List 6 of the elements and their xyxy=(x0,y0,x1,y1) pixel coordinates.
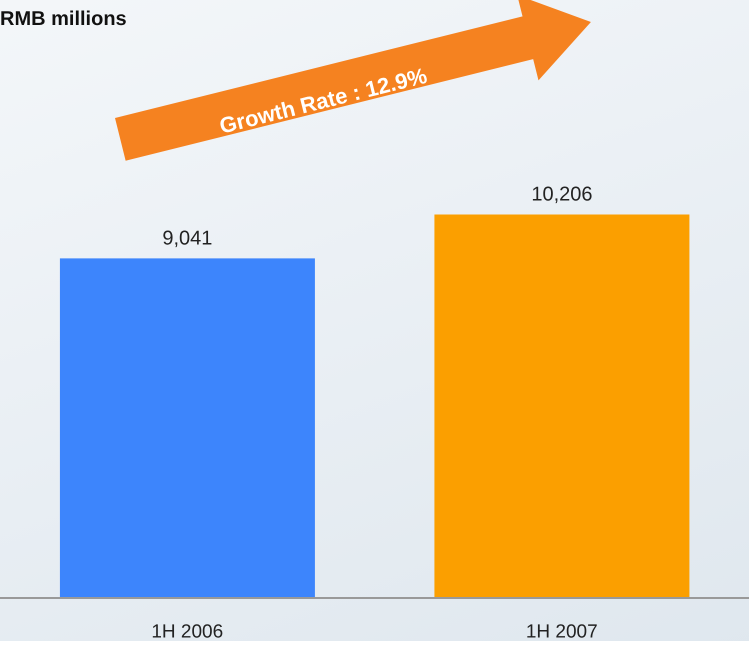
chart-title: RMB millions xyxy=(0,8,127,31)
data-label: 9,041 xyxy=(162,227,212,250)
text: Growth Rate : 12.9% xyxy=(216,62,430,139)
data-label: 10,206 xyxy=(531,184,593,206)
x-tick-label: 1H 2006 xyxy=(151,621,224,642)
x-tick-label: 1H 2007 xyxy=(526,621,598,642)
